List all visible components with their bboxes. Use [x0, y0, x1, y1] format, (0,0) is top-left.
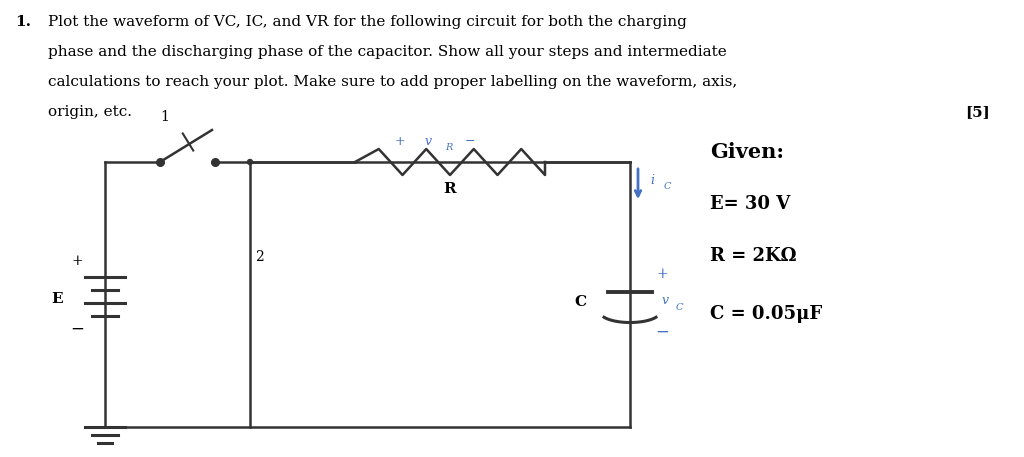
- Text: R = 2KΩ: R = 2KΩ: [710, 247, 797, 265]
- Text: Given:: Given:: [710, 142, 784, 162]
- Text: v: v: [662, 293, 669, 307]
- Text: Plot the waveform of VC, IC, and VR for the following circuit for both the charg: Plot the waveform of VC, IC, and VR for …: [48, 15, 687, 29]
- Text: calculations to reach your plot. Make sure to add proper labelling on the wavefo: calculations to reach your plot. Make su…: [48, 75, 737, 89]
- Text: R: R: [445, 143, 453, 152]
- Text: −: −: [655, 324, 669, 340]
- Text: +: +: [656, 267, 668, 281]
- Text: 1: 1: [161, 110, 169, 124]
- Text: +: +: [395, 135, 406, 148]
- Text: C = 0.05μF: C = 0.05μF: [710, 305, 822, 323]
- Text: +: +: [72, 254, 83, 268]
- Text: origin, etc.: origin, etc.: [48, 105, 132, 119]
- Text: R: R: [443, 182, 457, 196]
- Text: phase and the discharging phase of the capacitor. Show all your steps and interm: phase and the discharging phase of the c…: [48, 45, 727, 59]
- Text: −: −: [70, 320, 84, 338]
- Text: 1.: 1.: [15, 15, 31, 29]
- Text: C: C: [664, 182, 672, 191]
- Text: −: −: [465, 135, 475, 148]
- Text: E= 30 V: E= 30 V: [710, 195, 791, 213]
- Text: 2: 2: [255, 250, 264, 264]
- Text: i: i: [650, 175, 654, 187]
- Text: E: E: [51, 292, 63, 306]
- Circle shape: [248, 159, 253, 165]
- Text: [5]: [5]: [966, 105, 990, 119]
- Text: C: C: [676, 303, 683, 313]
- Text: v: v: [425, 135, 432, 148]
- Text: C: C: [573, 295, 586, 309]
